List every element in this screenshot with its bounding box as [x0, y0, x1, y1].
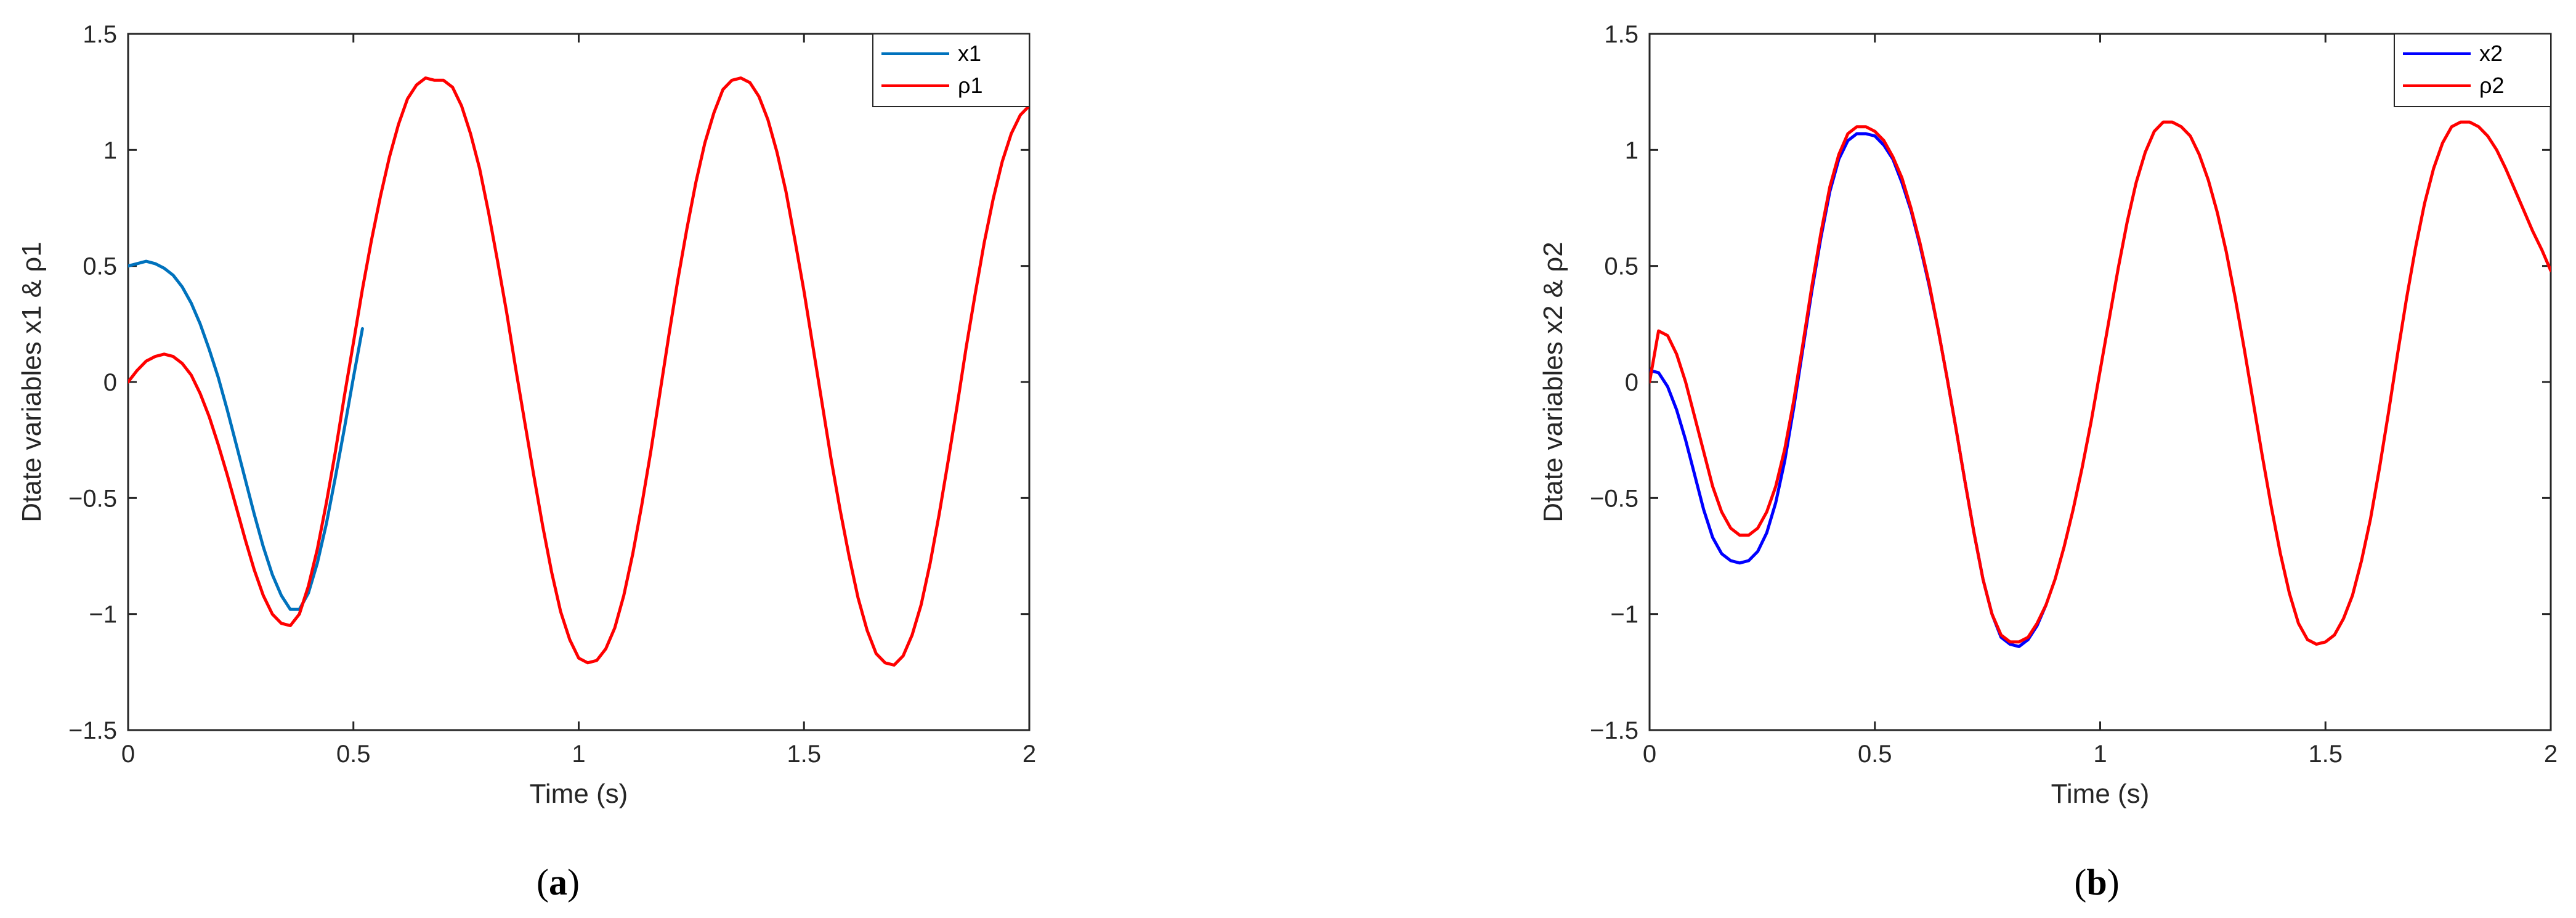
y-tick-label: 1: [1625, 137, 1638, 164]
y-tick-label: −0.5: [68, 485, 117, 512]
x-tick-label: 0.5: [336, 741, 371, 768]
chart-panel-a: 0 0.5 1 1.5 2 −1.5 −1 −0.5 0 0.5 1 1.5 Time (s) Dtate…: [17, 21, 1036, 903]
x-tick-label: 2: [2544, 741, 2558, 768]
y-axis-label: Dtate variables x1 & ρ1: [17, 242, 47, 522]
plot-frame: [1648, 33, 2552, 731]
series-line-ρ1: [128, 76, 1029, 667]
y-tick-label: −1.5: [1590, 717, 1638, 744]
x-tick-label: 1.5: [787, 741, 821, 768]
y-axis-label: Dtate variables x2 & ρ2: [1538, 242, 1568, 522]
x-tick-label: 0: [1643, 741, 1656, 768]
x-tick-label: 1.5: [2308, 741, 2343, 768]
plot-frame: [127, 33, 1031, 731]
panel-caption: (a): [537, 862, 580, 903]
x-tick-label: 0: [121, 741, 135, 768]
x-tick-label: 2: [1023, 741, 1036, 768]
x-tick-label: 0.5: [1858, 741, 1892, 768]
y-tick-label: 0.5: [83, 253, 117, 280]
y-tick-label: 0.5: [1604, 253, 1638, 280]
series-line-x2: [1650, 132, 2048, 648]
legend-label: x2: [2479, 41, 2503, 66]
legend-label: ρ2: [2479, 73, 2505, 98]
legend-label: x1: [958, 41, 981, 66]
y-tick-label: 1.5: [1604, 21, 1638, 48]
legend-box: [872, 33, 1030, 107]
y-tick-label: 0: [1625, 369, 1638, 396]
series-line-x1: [128, 259, 364, 611]
legend-label: ρ1: [958, 73, 983, 98]
y-tick-label: −1: [89, 601, 117, 628]
x-axis-label: Time (s): [2051, 779, 2150, 809]
chart-panel-b: 0 0.5 1 1.5 2 −1.5 −1 −0.5 0 0.5 1 1.5 Time (s) Dtate…: [1538, 21, 2558, 903]
x-tick-label: 1: [2093, 741, 2107, 768]
legend-box: [2394, 33, 2551, 107]
y-tick-label: −0.5: [1590, 485, 1638, 512]
y-tick-label: 1.5: [83, 21, 117, 48]
y-tick-label: 0: [103, 369, 117, 396]
panel-caption: (b): [2074, 862, 2119, 903]
y-tick-label: 1: [103, 137, 117, 164]
y-tick-label: −1: [1610, 601, 1638, 628]
x-tick-label: 1: [572, 741, 585, 768]
series-line-ρ2: [1650, 120, 2551, 646]
y-tick-label: −1.5: [68, 717, 117, 744]
x-axis-label: Time (s): [530, 779, 628, 809]
